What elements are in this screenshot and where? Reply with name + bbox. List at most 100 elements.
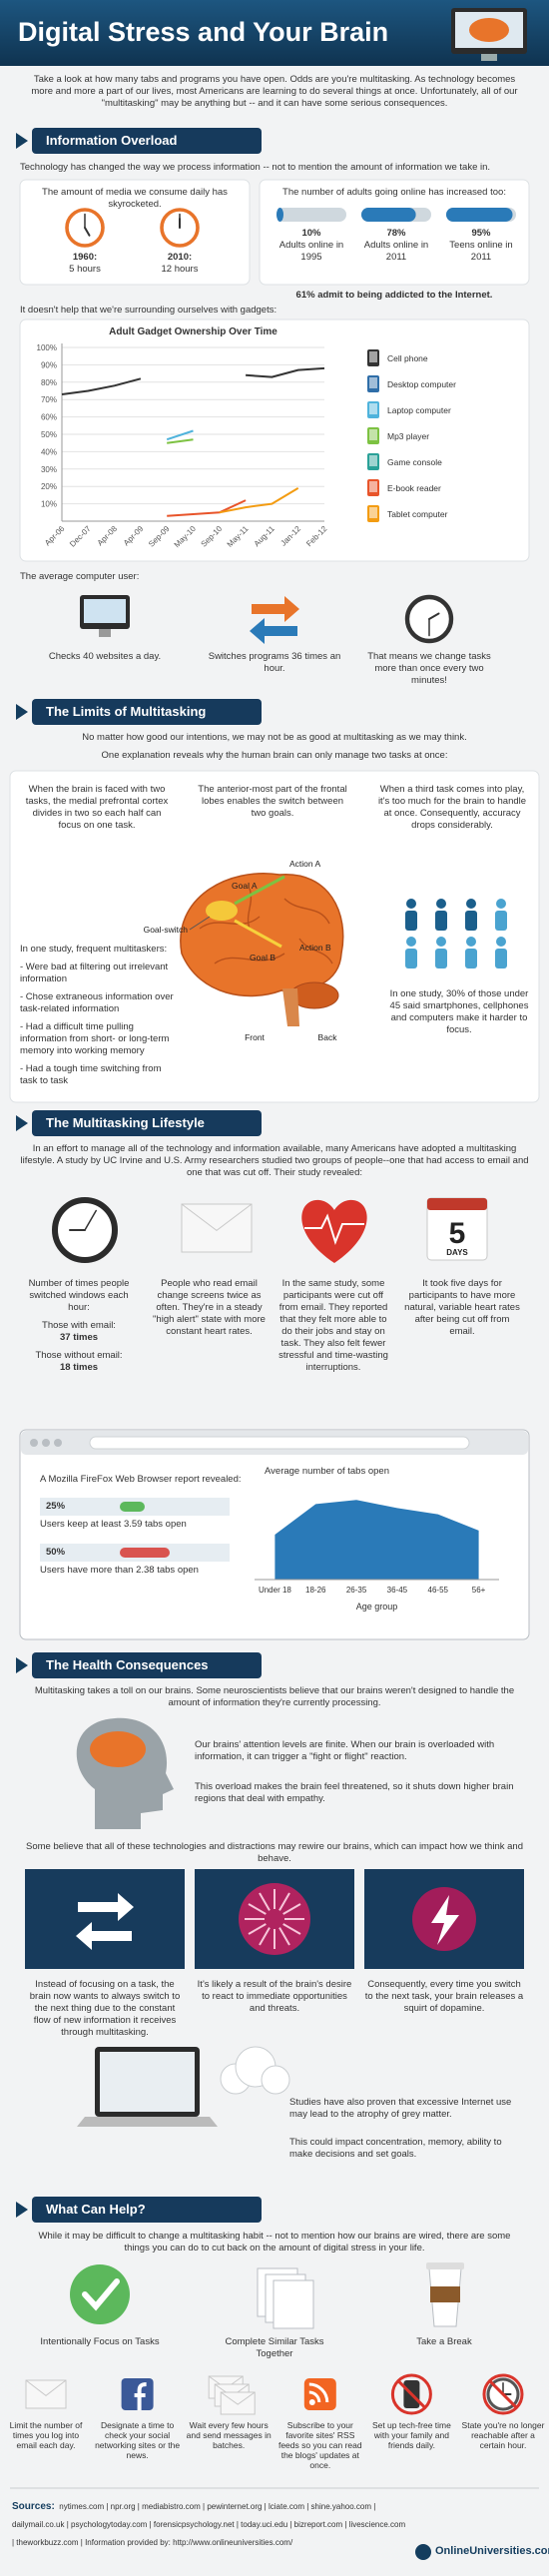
heading-arrow (16, 2202, 28, 2218)
calendar-top (427, 1198, 487, 1210)
y-tick-label: 90% (41, 360, 57, 369)
percent: 50% (46, 1547, 66, 1558)
burst-ray (248, 1903, 267, 1915)
check-mark (82, 2278, 120, 2311)
stat-text: Users keep at least 3.59 tabs open (40, 1519, 187, 1530)
caption: The average computer user: (20, 571, 140, 582)
document-icon (273, 2279, 314, 2329)
value: 37 times (59, 1332, 99, 1343)
progress-bar (446, 208, 513, 222)
panel-text: It's likely a result of the brain's desi… (197, 1979, 352, 2014)
legend-icon-screen (369, 351, 377, 362)
frontal-highlight (206, 901, 238, 921)
person-body (465, 949, 477, 968)
no-sign (390, 2373, 432, 2415)
cloud (261, 2065, 290, 2095)
brain-fold (214, 953, 285, 965)
window-button (54, 1439, 62, 1447)
burst-ray (278, 1927, 290, 1946)
logo: OnlineUniversities.com (435, 2545, 549, 2557)
label: Adults online in 2011 (363, 240, 429, 263)
series-line (219, 487, 299, 514)
caption: A Mozilla FireFox Web Browser report rev… (40, 1474, 242, 1485)
calendar-unit: DAYS (446, 1248, 468, 1257)
person-head (436, 899, 446, 909)
lead: One explanation reveals why the human br… (101, 750, 448, 761)
stat-bar (120, 1548, 170, 1558)
stat-bar (120, 1502, 145, 1512)
lead: It doesn't help that we're surrounding o… (20, 305, 277, 316)
intro: Take a look at how many tabs and program… (31, 74, 518, 109)
paragraph: Our brains' attention levels are finite.… (195, 1739, 495, 1762)
step: Designate a time to check your social ne… (95, 2420, 181, 2460)
section-heading: The Limits of Multitasking (46, 704, 207, 719)
switch-arrow (78, 1893, 134, 1921)
panel-text: Consequently, every time you switch to t… (364, 1979, 524, 2014)
pulse-line (304, 1213, 364, 1246)
legend-icon-screen (369, 455, 377, 466)
rss-arcs (308, 2382, 329, 2403)
heading-arrow (16, 133, 28, 149)
paragraph: This could impact concentration, memory,… (289, 2137, 502, 2160)
x-tick-label: 26-35 (346, 1586, 367, 1595)
brain-fold (199, 916, 261, 930)
lead: Technology has changed the way we proces… (20, 162, 491, 173)
person-head (496, 899, 506, 909)
no-sign-slash (488, 2379, 518, 2409)
window-button (30, 1439, 38, 1447)
stat: That means we change tasks more than onc… (367, 651, 491, 686)
tip: Take a Break (416, 2336, 472, 2347)
stat-text: Users have more than 2.38 tabs open (40, 1565, 199, 1576)
list-item: - Had a difficult time pulling informati… (20, 1021, 170, 1056)
progress-track (276, 208, 346, 222)
x-axis-label: Age group (356, 1602, 398, 1611)
intro: Multitasking takes a toll on our brains.… (34, 1685, 515, 1708)
area (274, 1500, 479, 1580)
legend-icon-screen (369, 429, 377, 440)
brain-label: Goal-switch (144, 925, 189, 935)
leader-line (189, 916, 211, 931)
person-body (465, 911, 477, 931)
legend-label: E-book reader (387, 483, 441, 493)
label: Those without email: (35, 1350, 123, 1361)
calendar-number: 5 (449, 1217, 466, 1250)
amount: 5 hours (69, 264, 101, 275)
heading-pill (32, 2197, 262, 2223)
column-text: People who read email change screens twi… (153, 1278, 266, 1337)
brain-label: Goal A (232, 881, 258, 891)
monitor-stand (99, 629, 111, 637)
paragraph: Some believe that all of these technolog… (26, 1841, 523, 1864)
step: When the brain is faced with two tasks, … (25, 784, 169, 831)
heading-arrow (16, 1657, 28, 1673)
section-heading: What Can Help? (46, 2202, 146, 2217)
person-head (466, 899, 476, 909)
person-body (495, 911, 507, 931)
step: The anterior-most part of the frontal lo… (198, 784, 347, 819)
legend-label: Cell phone (387, 353, 428, 363)
label: Teens online in 2011 (449, 240, 513, 263)
step: Limit the number of times you log into e… (9, 2420, 83, 2450)
tip: Intentionally Focus on Tasks (40, 2336, 160, 2347)
study: In one study, 30% of those under 45 said… (389, 988, 529, 1035)
brain-label: Goal B (250, 953, 275, 963)
brain-label: Back (318, 1032, 338, 1042)
cup-lid (426, 2262, 464, 2269)
person-head (496, 937, 506, 947)
value: 18 times (59, 1362, 99, 1373)
brain-icon (90, 1731, 146, 1767)
legend-label: Game console (387, 457, 442, 467)
caption: In one study, frequent multitaskers: (20, 944, 168, 955)
heading-arrow (16, 1115, 28, 1131)
step: Wait every few hours and send messages i… (186, 2420, 272, 2450)
y-tick-label: 30% (41, 465, 57, 474)
rss-dot (308, 2399, 315, 2405)
legend-label: Tablet computer (387, 509, 448, 519)
panel-image (25, 1869, 185, 1969)
y-tick-label: 70% (41, 395, 57, 404)
brain-stem (282, 988, 299, 1026)
monitor-screen (84, 599, 126, 623)
clock-hand (84, 1209, 97, 1231)
envelope-flap (25, 2379, 67, 2397)
legend-icon-screen (369, 507, 377, 518)
